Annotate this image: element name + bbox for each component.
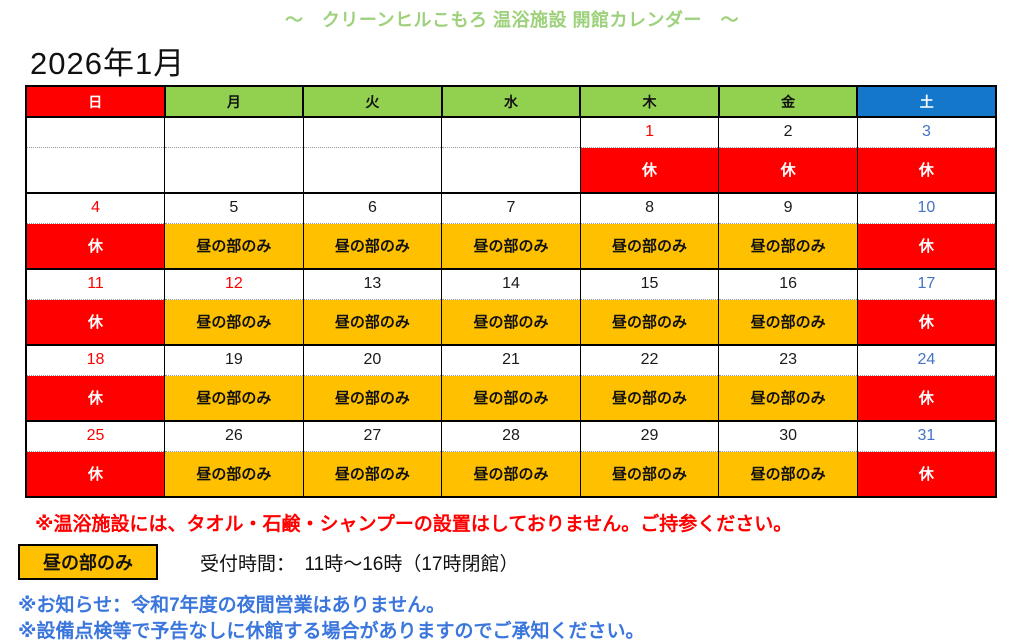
weekday-header-weekday: 木 — [579, 85, 720, 118]
date-cell: 10 — [856, 192, 997, 224]
status-cell: 休 — [856, 299, 997, 346]
weekday-header-weekday: 月 — [163, 85, 305, 118]
date-cell — [25, 116, 166, 148]
status-cell: 昼の部のみ — [164, 451, 304, 498]
weekday-header-weekday: 金 — [717, 85, 859, 118]
legend-daytime-only-swatch: 昼の部のみ — [18, 544, 158, 580]
status-cell: 昼の部のみ — [164, 223, 304, 270]
status-cell: 昼の部のみ — [302, 375, 443, 422]
date-cell: 25 — [25, 420, 166, 452]
date-cell: 5 — [164, 192, 304, 224]
status-cell: 休 — [856, 147, 997, 194]
date-cell — [441, 116, 581, 148]
date-cell: 30 — [718, 420, 858, 452]
status-cell: 休 — [25, 299, 166, 346]
month-label: 2026年1月 — [30, 46, 186, 81]
status-cell: 昼の部のみ — [302, 299, 443, 346]
date-cell — [164, 116, 304, 148]
week-status-row: 休昼の部のみ 昼の部のみ 昼の部のみ 昼の部のみ 昼の部のみ休 — [25, 451, 997, 498]
status-cell: 休 — [25, 375, 166, 422]
date-cell — [302, 116, 443, 148]
status-cell: 昼の部のみ — [441, 451, 581, 498]
date-cell: 27 — [302, 420, 443, 452]
status-cell: 休 — [579, 147, 720, 194]
legend-row: 昼の部のみ 受付時間： 11時～16時（17時閉館） — [18, 544, 1024, 580]
date-cell: 7 — [441, 192, 581, 224]
status-cell — [302, 147, 443, 194]
date-cell: 9 — [718, 192, 858, 224]
date-cell: 12 — [164, 268, 304, 300]
date-cell: 28 — [441, 420, 581, 452]
note-maintenance-closure: ※設備点検等で予告なしに休館する場合がありますのでご承知ください。 — [18, 620, 645, 642]
date-cell: 8 — [579, 192, 720, 224]
date-cell: 23 — [718, 344, 858, 376]
reception-hours-text: 受付時間： 11時～16時（17時閉館） — [200, 553, 519, 575]
date-cell: 13 — [302, 268, 443, 300]
week-date-row: 18 19 20 21 22 23 24 — [25, 344, 997, 376]
date-cell: 18 — [25, 344, 166, 376]
status-cell: 昼の部のみ — [441, 375, 581, 422]
date-cell: 26 — [164, 420, 304, 452]
week-status-row: 休昼の部のみ 昼の部のみ 昼の部のみ 昼の部のみ 昼の部のみ休 — [25, 223, 997, 270]
date-cell: 22 — [579, 344, 720, 376]
note-bring-towel: ※温浴施設には、タオル・石鹸・シャンプーの設置はしておりません。ご持参ください。 — [35, 514, 793, 535]
status-cell: 昼の部のみ — [718, 299, 858, 346]
date-cell: 16 — [718, 268, 858, 300]
weekday-header-weekday: 火 — [302, 85, 443, 118]
status-cell — [441, 147, 581, 194]
status-cell: 昼の部のみ — [302, 223, 443, 270]
status-cell: 昼の部のみ — [718, 451, 858, 498]
status-cell: 休 — [25, 223, 166, 270]
status-cell: 昼の部のみ — [302, 451, 443, 498]
date-cell: 21 — [441, 344, 581, 376]
date-cell: 20 — [302, 344, 443, 376]
status-cell: 昼の部のみ — [441, 299, 581, 346]
note-no-night-business: ※お知らせ：令和7年度の夜間営業はありません。 — [18, 595, 446, 616]
week-status-row: 休昼の部のみ 昼の部のみ 昼の部のみ 昼の部のみ 昼の部のみ休 — [25, 299, 997, 346]
weekday-header-weekday: 水 — [440, 85, 582, 118]
status-cell: 休 — [856, 451, 997, 498]
date-cell: 6 — [302, 192, 443, 224]
week-status-row: 休休休 — [25, 147, 997, 194]
date-cell: 14 — [441, 268, 581, 300]
status-cell: 昼の部のみ — [718, 375, 858, 422]
page-title: ～ クリーンヒルこもろ 温浴施設 開館カレンダー ～ — [284, 10, 740, 30]
status-cell: 昼の部のみ — [164, 375, 304, 422]
date-cell: 15 — [579, 268, 720, 300]
status-cell: 昼の部のみ — [164, 299, 304, 346]
status-cell: 休 — [856, 223, 997, 270]
status-cell: 昼の部のみ — [441, 223, 581, 270]
weekday-header-sunday: 日 — [25, 85, 166, 118]
date-cell: 24 — [856, 344, 997, 376]
status-cell: 休 — [25, 451, 166, 498]
status-cell: 昼の部のみ — [579, 223, 720, 270]
status-cell: 休 — [856, 375, 997, 422]
date-cell: 31 — [856, 420, 997, 452]
date-cell: 17 — [856, 268, 997, 300]
status-cell — [25, 147, 166, 194]
date-cell: 19 — [164, 344, 304, 376]
status-cell: 昼の部のみ — [718, 223, 858, 270]
date-cell: 1 — [579, 116, 720, 148]
date-cell: 4 — [25, 192, 166, 224]
status-cell — [164, 147, 304, 194]
weekday-header-row: 日月火水木金土 — [25, 85, 997, 118]
status-cell: 昼の部のみ — [579, 375, 720, 422]
date-cell: 11 — [25, 268, 166, 300]
calendar-table: 日月火水木金土 1 2 3 休休休 4 5 6 7 8 9 10 休昼の部のみ 昼の部のみ 昼の部のみ 昼の… — [25, 85, 997, 498]
week-date-row: 11 12 13 14 15 16 17 — [25, 268, 997, 300]
week-date-row: 4 5 6 7 8 9 10 — [25, 192, 997, 224]
status-cell: 昼の部のみ — [579, 299, 720, 346]
status-cell: 昼の部のみ — [579, 451, 720, 498]
week-date-row: 25 26 27 28 29 30 31 — [25, 420, 997, 452]
status-cell: 休 — [718, 147, 858, 194]
weekday-header-saturday: 土 — [856, 85, 997, 118]
date-cell: 2 — [718, 116, 858, 148]
date-cell: 3 — [856, 116, 997, 148]
date-cell: 29 — [579, 420, 720, 452]
week-status-row: 休昼の部のみ 昼の部のみ 昼の部のみ 昼の部のみ 昼の部のみ休 — [25, 375, 997, 422]
